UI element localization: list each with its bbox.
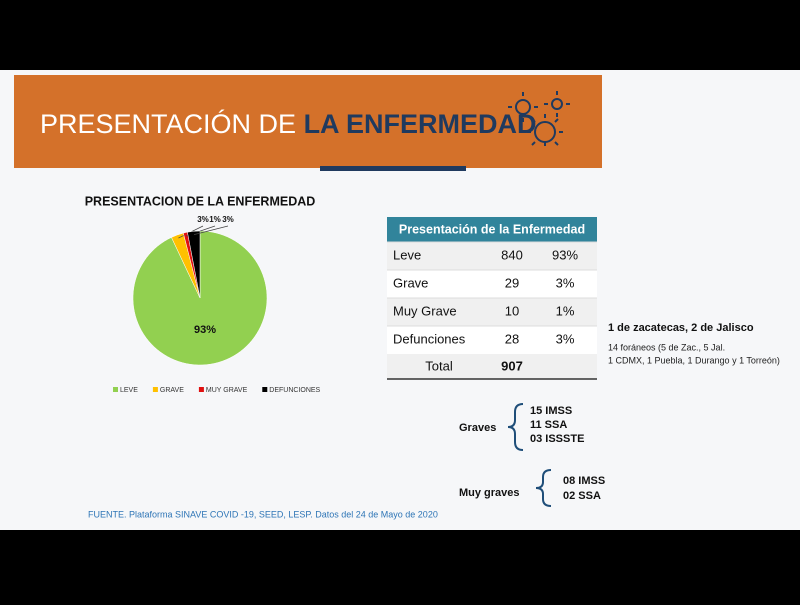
table-row-bg bbox=[387, 326, 597, 354]
table-row-bg bbox=[387, 298, 597, 326]
table-total-bg bbox=[387, 354, 597, 379]
legend: LEVE GRAVE MUY GRAVE DEFUNCIONES bbox=[113, 387, 321, 394]
table-cell: 3% bbox=[556, 275, 575, 290]
header-band bbox=[14, 75, 602, 168]
note-line: 14 foráneos (5 de Zac., 5 Jal. bbox=[608, 342, 725, 352]
legend-label: GRAVE bbox=[160, 387, 184, 394]
virus-icons bbox=[508, 91, 570, 146]
table-cell: 3% bbox=[556, 331, 575, 346]
muy-graves-item: 02 SSA bbox=[563, 490, 601, 502]
table-cell: 10 bbox=[505, 303, 519, 318]
header-title-light: PRESENTACIÓN DE bbox=[40, 108, 296, 139]
table-cell: Grave bbox=[393, 275, 428, 290]
slice-label: 3% bbox=[222, 215, 234, 224]
graves-item: 11 SSA bbox=[530, 419, 567, 431]
pie-slice bbox=[187, 230, 201, 299]
table: Presentación de la Enfermedad Leve 840 93% G… bbox=[387, 217, 597, 380]
legend-swatch bbox=[152, 387, 158, 392]
table-cell: Leve bbox=[393, 247, 421, 262]
note-line: 1 CDMX, 1 Puebla, 1 Durango y 1 Torreón) bbox=[608, 355, 780, 365]
slice-label: 93% bbox=[194, 324, 216, 336]
table-total-label: Total bbox=[425, 358, 453, 373]
table-cell: Defunciones bbox=[393, 331, 466, 346]
graves-item: 15 IMSS bbox=[530, 405, 572, 417]
table-cell: 1% bbox=[556, 303, 575, 318]
chart-title: PRESENTACION DE LA ENFERMEDAD bbox=[85, 194, 316, 208]
header-title-bold: LA ENFERMEDAD bbox=[304, 109, 537, 139]
brace bbox=[507, 403, 524, 451]
table-cell: 28 bbox=[505, 331, 519, 346]
legend-label: DEFUNCIONES bbox=[269, 387, 320, 394]
slice-label: 3% bbox=[197, 215, 209, 224]
table-header-bg bbox=[387, 217, 597, 242]
table-total-value: 907 bbox=[501, 358, 523, 373]
table-cell: Muy Grave bbox=[393, 303, 457, 318]
table-cell: 840 bbox=[501, 247, 523, 262]
footer-source: FUENTE. Plataforma SINAVE COVID -19, SEE… bbox=[88, 509, 438, 519]
table-title: Presentación de la Enfermedad bbox=[399, 222, 585, 236]
graves-item: 03 ISSSTE bbox=[530, 433, 584, 445]
table-cell: 93% bbox=[552, 247, 578, 262]
slice-label: 1% bbox=[209, 215, 221, 224]
leader-line bbox=[193, 225, 229, 235]
table-cell: 29 bbox=[505, 275, 519, 290]
header-title: PRESENTACIÓN DE LA ENFERMEDAD bbox=[40, 108, 537, 139]
brace bbox=[535, 469, 552, 507]
note-heading: 1 de zacatecas, 2 de Jalisco bbox=[608, 322, 754, 334]
header-underline bbox=[320, 166, 466, 171]
legend-label: MUY GRAVE bbox=[206, 387, 248, 394]
muy-graves-item: 08 IMSS bbox=[563, 475, 605, 487]
legend-swatch bbox=[198, 387, 204, 392]
table-row-bg bbox=[387, 242, 597, 270]
pie: 93% 3% 1% 3% bbox=[132, 215, 268, 366]
graves-label: Graves bbox=[459, 422, 496, 434]
legend-swatch bbox=[113, 387, 118, 392]
table-row-bg bbox=[387, 270, 597, 298]
legend-label: LEVE bbox=[120, 387, 138, 394]
muy-graves-label: Muy graves bbox=[459, 487, 520, 499]
legend-swatch bbox=[262, 387, 268, 392]
